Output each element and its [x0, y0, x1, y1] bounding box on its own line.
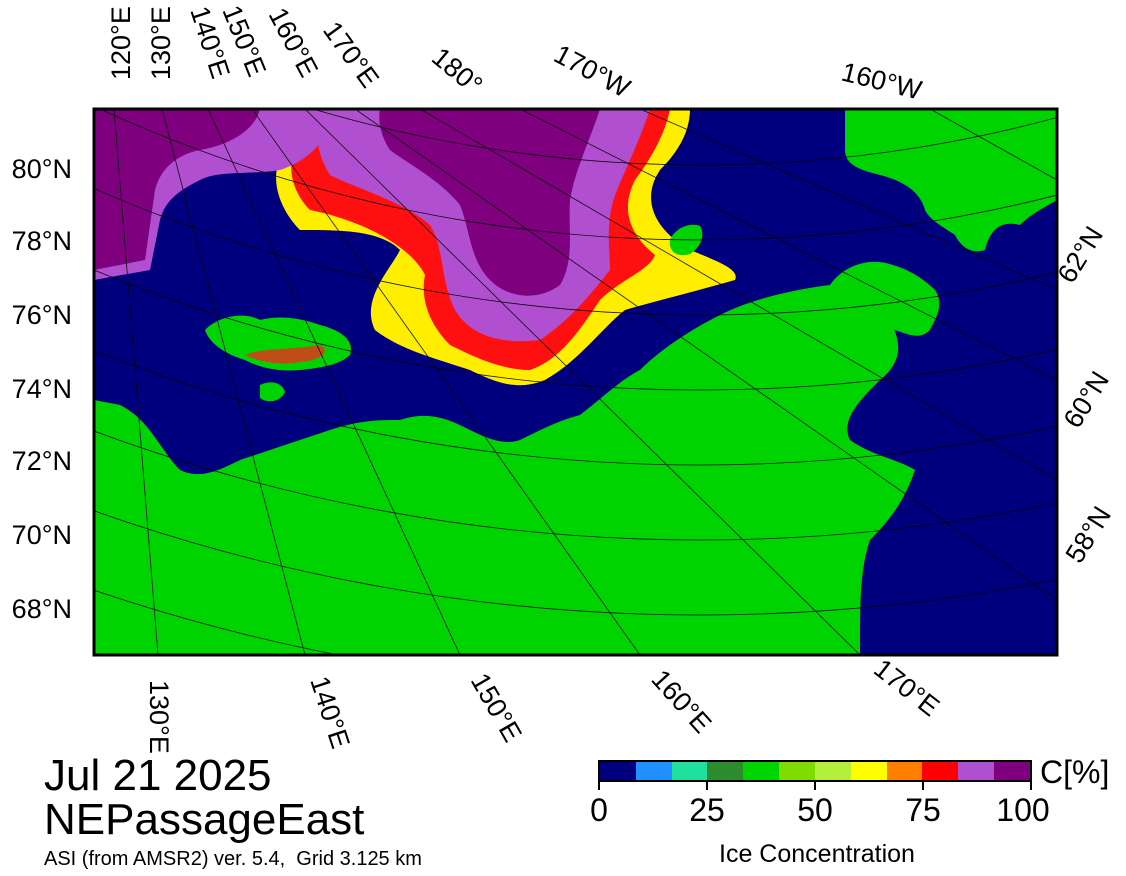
colorbar-segment [743, 762, 780, 780]
right-lat-label: 60°N [1058, 366, 1115, 433]
left-lat-label: 80°N [12, 154, 72, 184]
date-label: Jul 21 2025 [44, 751, 272, 800]
colorbar-tick-label: 75 [905, 792, 941, 828]
colorbar [598, 760, 1032, 782]
top-lon-label: 170°E [317, 16, 385, 93]
colorbar-segment [922, 762, 959, 780]
top-lon-label: 170°W [549, 39, 635, 104]
colorbar-tick-label: 100 [996, 792, 1050, 828]
bottom-lon-label: 150°E [465, 668, 528, 747]
colorbar-segment [707, 762, 744, 780]
map-frame [92, 107, 1059, 657]
bottom-lon-label: 140°E [304, 673, 355, 753]
colorbar-segment [958, 762, 995, 780]
colorbar-tick [1030, 782, 1032, 790]
colorbar-segment [635, 762, 672, 780]
colorbar-segment [600, 762, 636, 780]
colorbar-tick-label: 0 [590, 792, 608, 828]
top-lon-label: 130°E [146, 6, 176, 80]
region-label: NEPassageEast [44, 795, 365, 844]
left-lat-label: 72°N [12, 446, 72, 476]
top-lon-label: 120°E [106, 6, 136, 80]
land-small-island [260, 382, 285, 402]
colorbar-tick [814, 782, 816, 790]
colorbar-tick [598, 782, 600, 790]
right-lat-label: 62°N [1052, 221, 1109, 288]
sea-ice-core [379, 109, 600, 296]
bottom-lon-label: 170°E [868, 653, 945, 722]
colorbar-segment [671, 762, 708, 780]
top-lon-label: 160°E [263, 3, 324, 82]
left-lat-label: 74°N [12, 374, 72, 404]
colorbar-segment [779, 762, 815, 780]
land-chukotka [830, 261, 940, 336]
left-lat-label: 76°N [12, 300, 72, 330]
bottom-lon-label: 130°E [144, 680, 174, 754]
colorbar-tick-label: 50 [797, 792, 833, 828]
colorbar-tick [706, 782, 708, 790]
land-siberia [94, 285, 915, 655]
colorbar-segment [814, 762, 851, 780]
left-lat-label: 68°N [12, 594, 72, 624]
right-lat-label: 58°N [1060, 501, 1117, 568]
bottom-lon-label: 160°E [646, 664, 718, 739]
sea-ice-northwest-core [94, 109, 260, 270]
colorbar-title: Ice Concentration [719, 840, 915, 868]
top-lon-label: 180° [426, 42, 488, 101]
colorbar-tick-label: 25 [689, 792, 725, 828]
product-info: ASI (from AMSR2) ver. 5.4, Grid 3.125 km [44, 848, 422, 870]
land-alaska [845, 109, 1057, 252]
colorbar-segment [886, 762, 923, 780]
sea-ice-near-islands [245, 345, 325, 364]
colorbar-unit: C[%] [1040, 754, 1110, 790]
colorbar-segment [994, 762, 1030, 780]
top-lon-label: 160°W [839, 57, 926, 106]
left-lat-label: 78°N [12, 226, 72, 256]
graticule [94, 109, 1057, 655]
colorbar-tick [922, 782, 924, 790]
colorbar-segment [850, 762, 887, 780]
left-lat-label: 70°N [12, 520, 72, 550]
